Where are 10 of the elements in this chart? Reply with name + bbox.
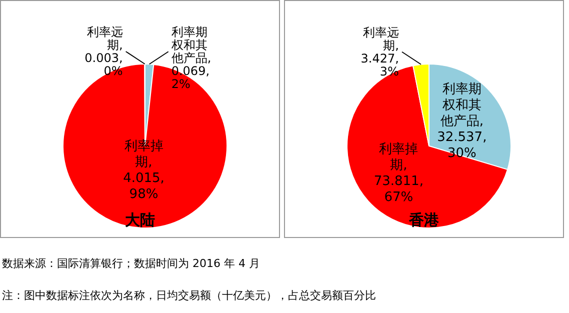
pie-slice [62, 64, 228, 228]
text: 大陆 [124, 211, 156, 230]
source-note: 数据来源：国际清算银行；数据时间为 2016 年 4 月 [2, 256, 260, 271]
slice-label: 利率期权和其他产品, 32.537, 30% [437, 81, 487, 162]
text: 注：图中数据标注依次为名称，日均交易额（十亿美元），占总交易额百分比 [2, 288, 376, 303]
text: 香港 [408, 211, 440, 230]
slice-label: 利率掉期, 73.811, 67% [374, 141, 424, 206]
slice-label: 利率掉期, 4.015, 98% [123, 138, 164, 202]
slice-label: 利率远期, 3.427, 3% [360, 25, 399, 78]
pie-slice [346, 65, 508, 228]
